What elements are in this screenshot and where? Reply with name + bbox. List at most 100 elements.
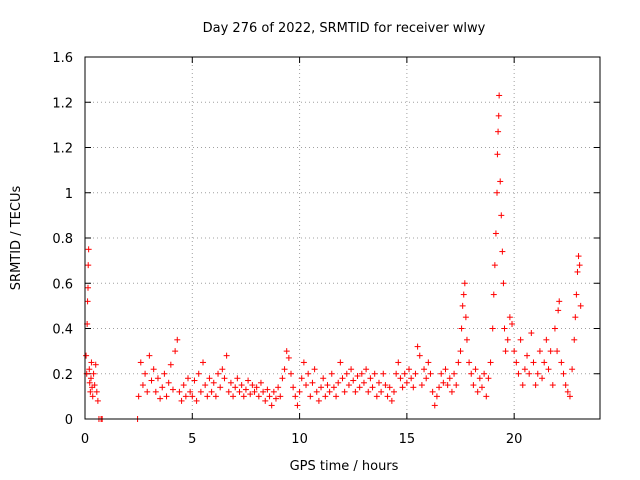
- data-point: [251, 388, 258, 395]
- data-point: [494, 151, 501, 158]
- data-point: [499, 248, 506, 255]
- data-point: [165, 379, 172, 386]
- data-point: [264, 386, 271, 393]
- data-point: [169, 386, 176, 393]
- data-point: [534, 370, 541, 377]
- data-point: [236, 388, 243, 395]
- data-point: [193, 397, 200, 404]
- data-point: [178, 397, 185, 404]
- data-point: [307, 393, 314, 400]
- data-point: [354, 373, 361, 380]
- data-point: [215, 370, 222, 377]
- data-point: [191, 377, 198, 384]
- data-point: [345, 382, 352, 389]
- x-tick-label: 0: [81, 432, 89, 447]
- data-point: [485, 375, 492, 382]
- data-point: [406, 366, 413, 373]
- data-point: [545, 366, 552, 373]
- data-point: [478, 384, 485, 391]
- data-point: [429, 388, 436, 395]
- y-axis-label: SRMTID / TECUs: [9, 186, 24, 291]
- data-point: [208, 388, 215, 395]
- y-tick-label: 0.4: [52, 323, 73, 338]
- data-point: [275, 384, 282, 391]
- data-point: [300, 359, 307, 366]
- data-point: [397, 375, 404, 382]
- data-point: [326, 388, 333, 395]
- data-point: [348, 366, 355, 373]
- tick-layer: 0 0.2 0.4 0.6 0.8 1 1.2 1.2 1.6 0 5 10 15 20: [52, 51, 600, 447]
- data-point: [547, 348, 554, 355]
- data-point: [399, 384, 406, 391]
- data-point: [526, 370, 533, 377]
- data-point: [576, 262, 583, 269]
- data-point: [455, 359, 462, 366]
- data-point: [391, 388, 397, 395]
- data-point: [431, 402, 438, 409]
- data-point: [292, 393, 299, 400]
- data-point: [501, 325, 508, 332]
- data-point: [438, 370, 445, 377]
- data-point: [257, 379, 264, 386]
- data-point: [497, 178, 504, 185]
- data-point: [555, 307, 562, 314]
- data-point: [536, 348, 543, 355]
- data-point: [373, 393, 380, 400]
- data-point: [521, 366, 528, 373]
- data-point: [494, 189, 500, 196]
- data-point: [515, 370, 522, 377]
- data-point: [339, 375, 346, 382]
- data-point: [197, 388, 204, 395]
- data-point: [360, 379, 367, 386]
- data-point: [564, 388, 571, 395]
- data-point: [371, 370, 378, 377]
- data-point: [268, 402, 275, 409]
- data-point: [272, 395, 279, 402]
- data-point: [483, 393, 490, 400]
- data-point: [137, 359, 144, 366]
- data-point: [255, 393, 262, 400]
- data-point: [270, 388, 277, 395]
- data-point: [150, 366, 157, 373]
- data-point: [333, 393, 340, 400]
- data-point: [163, 393, 170, 400]
- data-point: [408, 375, 415, 382]
- data-point: [571, 336, 578, 343]
- data-point: [412, 370, 419, 377]
- data-point: [358, 370, 365, 377]
- data-point: [474, 388, 481, 395]
- data-point: [513, 359, 520, 366]
- data-point: [227, 379, 234, 386]
- data-point: [558, 359, 565, 366]
- data-point: [463, 336, 470, 343]
- data-point: [425, 359, 432, 366]
- data-point: [517, 336, 524, 343]
- data-point: [315, 397, 322, 404]
- data-point: [421, 366, 428, 373]
- data-point: [365, 388, 372, 395]
- data-point: [176, 388, 183, 395]
- data-point: [367, 375, 374, 382]
- data-point: [238, 382, 245, 389]
- data-point: [91, 382, 98, 389]
- data-point: [451, 370, 458, 377]
- data-point: [159, 384, 166, 391]
- data-point: [86, 379, 93, 386]
- data-point: [285, 354, 292, 361]
- data-point: [320, 375, 327, 382]
- data-point: [393, 370, 400, 377]
- data-point: [506, 314, 513, 321]
- data-point: [573, 291, 580, 298]
- data-point: [386, 384, 393, 391]
- data-point: [418, 382, 425, 389]
- data-point: [262, 397, 269, 404]
- data-point: [490, 291, 497, 298]
- plot-frame: [84, 56, 601, 420]
- data-point: [135, 393, 142, 400]
- data-point: [410, 384, 417, 391]
- data-point: [460, 291, 467, 298]
- data-point: [446, 375, 453, 382]
- data-point: [554, 348, 561, 355]
- data-point: [298, 375, 305, 382]
- data-point: [87, 388, 94, 395]
